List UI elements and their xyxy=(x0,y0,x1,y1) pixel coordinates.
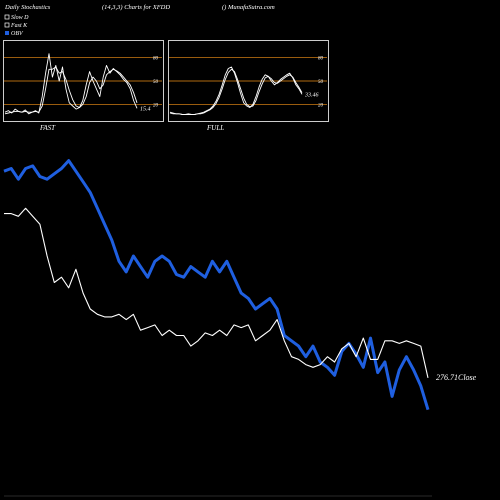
fast-level-label-20: 20 xyxy=(153,103,159,108)
header-left-text: Daily Stochastics xyxy=(4,4,51,11)
fast-panel-label: FAST xyxy=(39,124,56,132)
legend-label-obv: OBV xyxy=(11,31,24,37)
full-panel-label: FULL xyxy=(206,124,224,132)
full-series-line-0 xyxy=(169,66,303,115)
full-level-label-20: 20 xyxy=(318,103,324,108)
full-series-line-1 xyxy=(169,68,303,115)
legend: Slow D Fast K OBV xyxy=(4,14,29,37)
full-level-label-50: 50 xyxy=(318,80,324,85)
legend-marker-fast-k xyxy=(4,22,10,28)
header-middle-text: (14,3,3) Charts for XFDD xyxy=(102,4,170,11)
full-last-value-label: 33.46 xyxy=(304,91,319,98)
full-panel-frame xyxy=(168,40,329,122)
fast-level-label-80: 80 xyxy=(153,57,159,62)
fast-series-line-1 xyxy=(4,66,138,115)
legend-marker-slow-d xyxy=(4,14,10,20)
fast-level-label-50: 50 xyxy=(153,80,159,85)
header-right-text: () MunafaSutra.com xyxy=(222,4,275,11)
obv-line xyxy=(3,159,430,411)
legend-marker-obv xyxy=(5,31,9,35)
fast-last-value-label: 15.4 xyxy=(140,105,151,112)
legend-label-fast-k: Fast K xyxy=(10,23,28,29)
close-price-line xyxy=(4,207,429,379)
fast-panel-frame xyxy=(3,40,164,122)
close-value-label: 276.71Close xyxy=(436,373,477,382)
full-level-label-80: 80 xyxy=(318,57,324,62)
legend-label-slow-d: Slow D xyxy=(11,15,29,21)
